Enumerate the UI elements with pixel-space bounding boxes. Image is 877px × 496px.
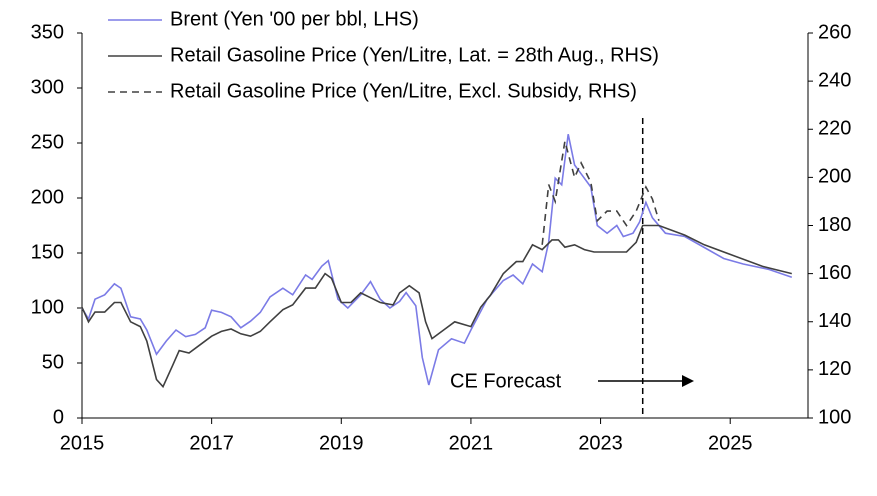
x-tick-label: 2023 [578,432,623,454]
arrow-head [682,375,694,387]
x-tick-label: 2021 [449,432,494,454]
y2-tick-label: 200 [818,166,851,188]
y2-tick-label: 140 [818,310,851,332]
x-tick-label: 2019 [319,432,364,454]
y-tick-label: 200 [31,186,64,208]
series-line [541,141,660,245]
y-tick-label: 350 [31,21,64,43]
y2-tick-label: 220 [818,118,851,140]
y2-tick-label: 120 [818,358,851,380]
x-tick-label: 2025 [708,432,753,454]
y2-tick-label: 240 [818,69,851,91]
y2-tick-label: 180 [818,214,851,236]
y-tick-label: 0 [53,406,64,428]
y-tick-label: 300 [31,76,64,98]
legend-label: Retail Gasoline Price (Yen/Litre, Lat. =… [170,44,659,66]
y-tick-label: 150 [31,241,64,263]
y-tick-label: 100 [31,296,64,318]
y2-tick-label: 100 [818,406,851,428]
y2-tick-label: 160 [818,262,851,284]
y-tick-label: 50 [42,351,64,373]
annotation: CE Forecast [450,370,562,392]
y-tick-label: 250 [31,131,64,153]
series-line [81,224,792,389]
legend-label: Retail Gasoline Price (Yen/Litre, Excl. … [170,80,637,102]
x-tick-label: 2017 [189,432,234,454]
series-line [81,134,793,386]
legend-label: Brent (Yen '00 per bbl, LHS) [170,8,419,30]
x-tick-label: 2015 [60,432,105,454]
y2-tick-label: 260 [818,21,851,43]
